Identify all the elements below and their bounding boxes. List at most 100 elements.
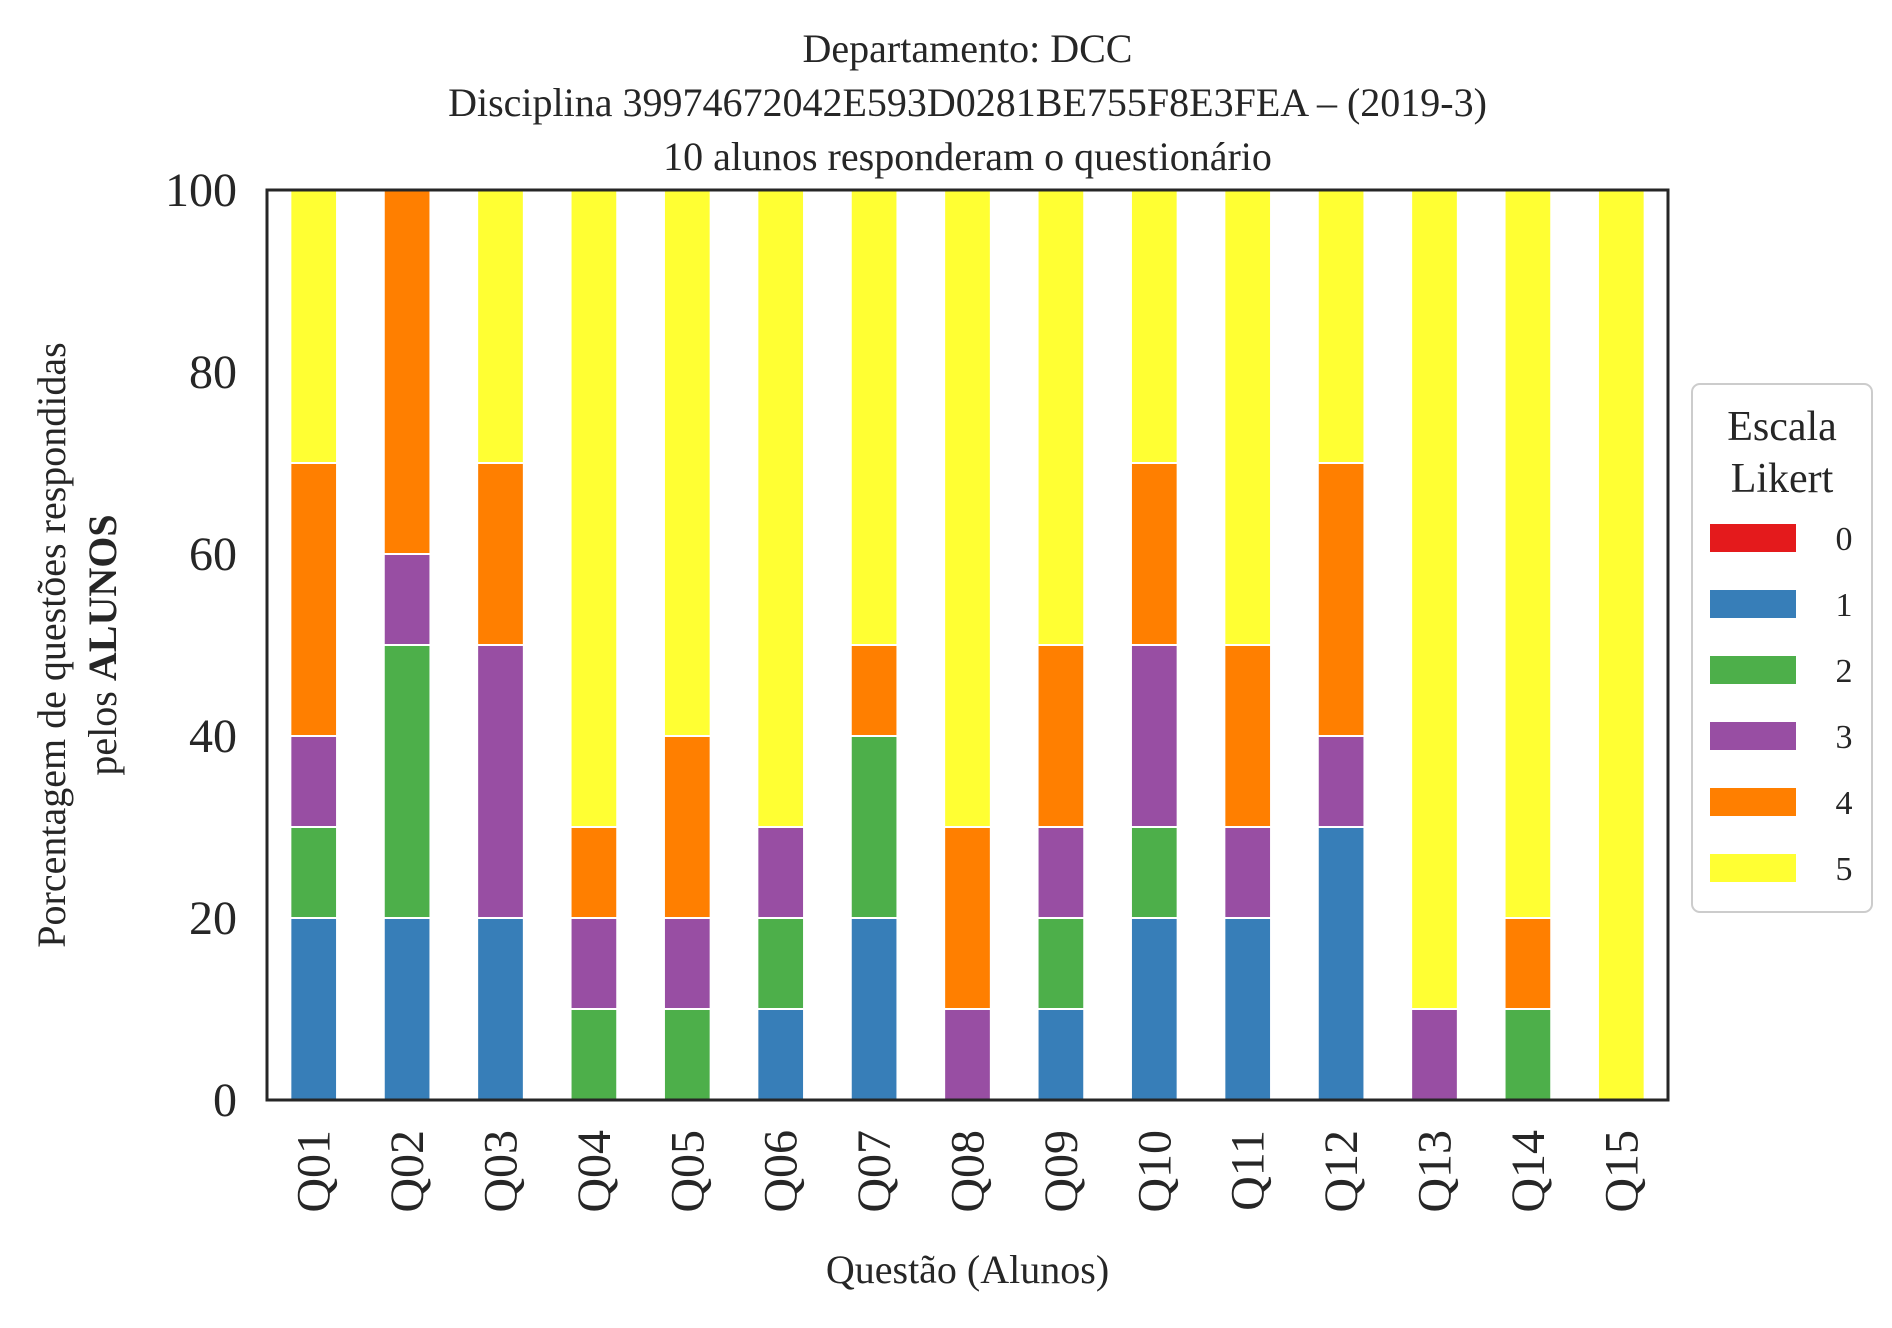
- title-line-2: Disciplina 39974672042E593D0281BE755F8E3…: [448, 80, 1487, 125]
- bar-segment-Q09-likert-4: [1036, 644, 1086, 828]
- bar-segment-Q01-likert-3: [289, 735, 339, 828]
- bar-segment-Q12-likert-4: [1316, 462, 1366, 737]
- legend-title-line-1: Escala: [1727, 404, 1837, 450]
- legend-label-5: 5: [1836, 851, 1853, 888]
- y-axis-label: Porcentagem de questões respondidas pelo…: [29, 342, 125, 947]
- x-tick-label-Q01: Q01: [288, 1130, 341, 1213]
- legend-title-line-2: Likert: [1731, 456, 1834, 502]
- legend-label-3: 3: [1836, 719, 1853, 756]
- bar-segment-Q09-likert-2: [1036, 917, 1086, 1010]
- bar-segment-Q11-likert-3: [1223, 826, 1273, 919]
- x-tick-label-Q02: Q02: [381, 1130, 434, 1213]
- x-axis-ticks: Q01 Q02 Q03 Q04 Q05 Q06 Q07 Q08 Q09 Q10 Q11 Q12 Q13 Q…: [288, 1130, 1649, 1213]
- chart-title: Departamento: DCC Disciplina 39974672042E…: [448, 26, 1487, 179]
- bar-segment-Q14-likert-2: [1503, 1008, 1553, 1101]
- bar-segment-Q06-likert-5: [756, 189, 806, 828]
- bar-segment-Q05-likert-2: [662, 1008, 712, 1101]
- y-tick-label-100: 100: [165, 164, 237, 217]
- x-tick-label-Q10: Q10: [1128, 1130, 1181, 1213]
- bar-segment-Q04-likert-2: [569, 1008, 619, 1101]
- bar-segment-Q03-likert-4: [476, 462, 525, 646]
- bar-segment-Q02-likert-1: [382, 917, 432, 1101]
- bar-segment-Q10-likert-2: [1129, 826, 1179, 919]
- bar-segment-Q01-likert-1: [289, 917, 339, 1101]
- bar-segment-Q01-likert-2: [289, 826, 339, 919]
- bar-segment-Q03-likert-1: [476, 917, 525, 1101]
- bar-segment-Q12-likert-5: [1316, 189, 1366, 464]
- bar-segment-Q09-likert-3: [1036, 826, 1086, 919]
- y-axis-label-prefix: pelos: [80, 681, 125, 775]
- title-line-3: 10 alunos responderam o questionário: [663, 134, 1272, 179]
- bar-segment-Q10-likert-4: [1129, 462, 1179, 646]
- bar-segment-Q02-likert-3: [382, 553, 432, 646]
- legend-swatch-0: [1710, 524, 1796, 552]
- plot-frame: [265, 188, 1670, 1102]
- legend-label-4: 4: [1836, 785, 1853, 822]
- y-axis-label-line2: pelos ALUNOS: [80, 514, 125, 775]
- x-tick-label-Q03: Q03: [475, 1130, 528, 1213]
- x-tick-label-Q06: Q06: [755, 1130, 808, 1213]
- bar-segment-Q09-likert-5: [1036, 189, 1086, 646]
- legend-label-1: 1: [1836, 587, 1853, 624]
- bar-segment-Q11-likert-1: [1223, 917, 1273, 1101]
- bar-segment-Q06-likert-3: [756, 826, 806, 919]
- bar-segment-Q13-likert-5: [1410, 189, 1459, 1010]
- x-tick-label-Q12: Q12: [1315, 1130, 1368, 1213]
- bar-segment-Q11-likert-5: [1223, 189, 1273, 646]
- x-tick-label-Q05: Q05: [661, 1130, 714, 1213]
- bar-segment-Q10-likert-3: [1129, 644, 1179, 828]
- bar-segment-Q01-likert-4: [289, 462, 339, 737]
- bar-segment-Q06-likert-1: [756, 1008, 806, 1101]
- bar-segment-Q10-likert-5: [1129, 189, 1179, 464]
- bar-segment-Q09-likert-1: [1036, 1008, 1086, 1101]
- bar-segment-Q04-likert-4: [569, 826, 619, 919]
- x-tick-label-Q04: Q04: [568, 1130, 621, 1213]
- bar-segment-Q01-likert-5: [289, 189, 339, 464]
- bar-segment-Q15-likert-5: [1596, 189, 1646, 1101]
- bar-segment-Q07-likert-1: [849, 917, 899, 1101]
- y-tick-label-20: 20: [189, 892, 237, 945]
- bar-segment-Q08-likert-3: [943, 1008, 992, 1101]
- bar-segment-Q07-likert-5: [849, 189, 899, 646]
- legend-box: [1691, 383, 1873, 913]
- bar-segment-Q04-likert-3: [569, 917, 619, 1010]
- y-tick-label-0: 0: [213, 1074, 237, 1127]
- legend-label-0: 0: [1836, 521, 1853, 558]
- legend-swatch-3: [1710, 722, 1796, 750]
- x-tick-label-Q08: Q08: [942, 1130, 995, 1213]
- bar-segment-Q14-likert-4: [1503, 917, 1553, 1010]
- bar-segment-Q12-likert-1: [1316, 826, 1366, 1101]
- y-axis-ticks: 0 20 40 60 80 100: [165, 164, 237, 1127]
- bar-segment-Q06-likert-2: [756, 917, 806, 1010]
- bar-segment-Q08-likert-4: [943, 826, 992, 1010]
- bar-segment-Q08-likert-5: [943, 189, 992, 828]
- bar-segment-Q11-likert-4: [1223, 644, 1273, 828]
- title-line-1: Departamento: DCC: [803, 26, 1133, 71]
- bar-segment-Q02-likert-4: [382, 189, 432, 555]
- bar-segment-Q10-likert-1: [1129, 917, 1179, 1101]
- bar-segment-Q07-likert-2: [849, 735, 899, 919]
- bar-segment-Q02-likert-2: [382, 644, 432, 919]
- x-axis-label: Questão (Alunos): [826, 1247, 1109, 1292]
- bar-segment-Q12-likert-3: [1316, 735, 1366, 828]
- bar-segment-Q14-likert-5: [1503, 189, 1553, 919]
- bar-segment-Q03-likert-5: [476, 189, 525, 464]
- legend-swatch-1: [1710, 590, 1796, 618]
- x-tick-label-Q11: Q11: [1222, 1130, 1275, 1211]
- y-axis-label-line1: Porcentagem de questões respondidas: [29, 342, 74, 947]
- x-tick-label-Q13: Q13: [1409, 1130, 1462, 1213]
- bar-segment-Q07-likert-4: [849, 644, 899, 737]
- bars: [289, 189, 1646, 1101]
- legend-label-2: 2: [1836, 653, 1853, 690]
- legend-swatch-5: [1710, 854, 1796, 882]
- y-tick-label-80: 80: [189, 346, 237, 399]
- bar-segment-Q05-likert-5: [662, 189, 712, 737]
- y-tick-label-40: 40: [189, 710, 237, 763]
- bar-segment-Q04-likert-5: [569, 189, 619, 828]
- legend-swatch-2: [1710, 656, 1796, 684]
- y-tick-label-60: 60: [189, 528, 237, 581]
- bar-segment-Q05-likert-4: [662, 735, 712, 919]
